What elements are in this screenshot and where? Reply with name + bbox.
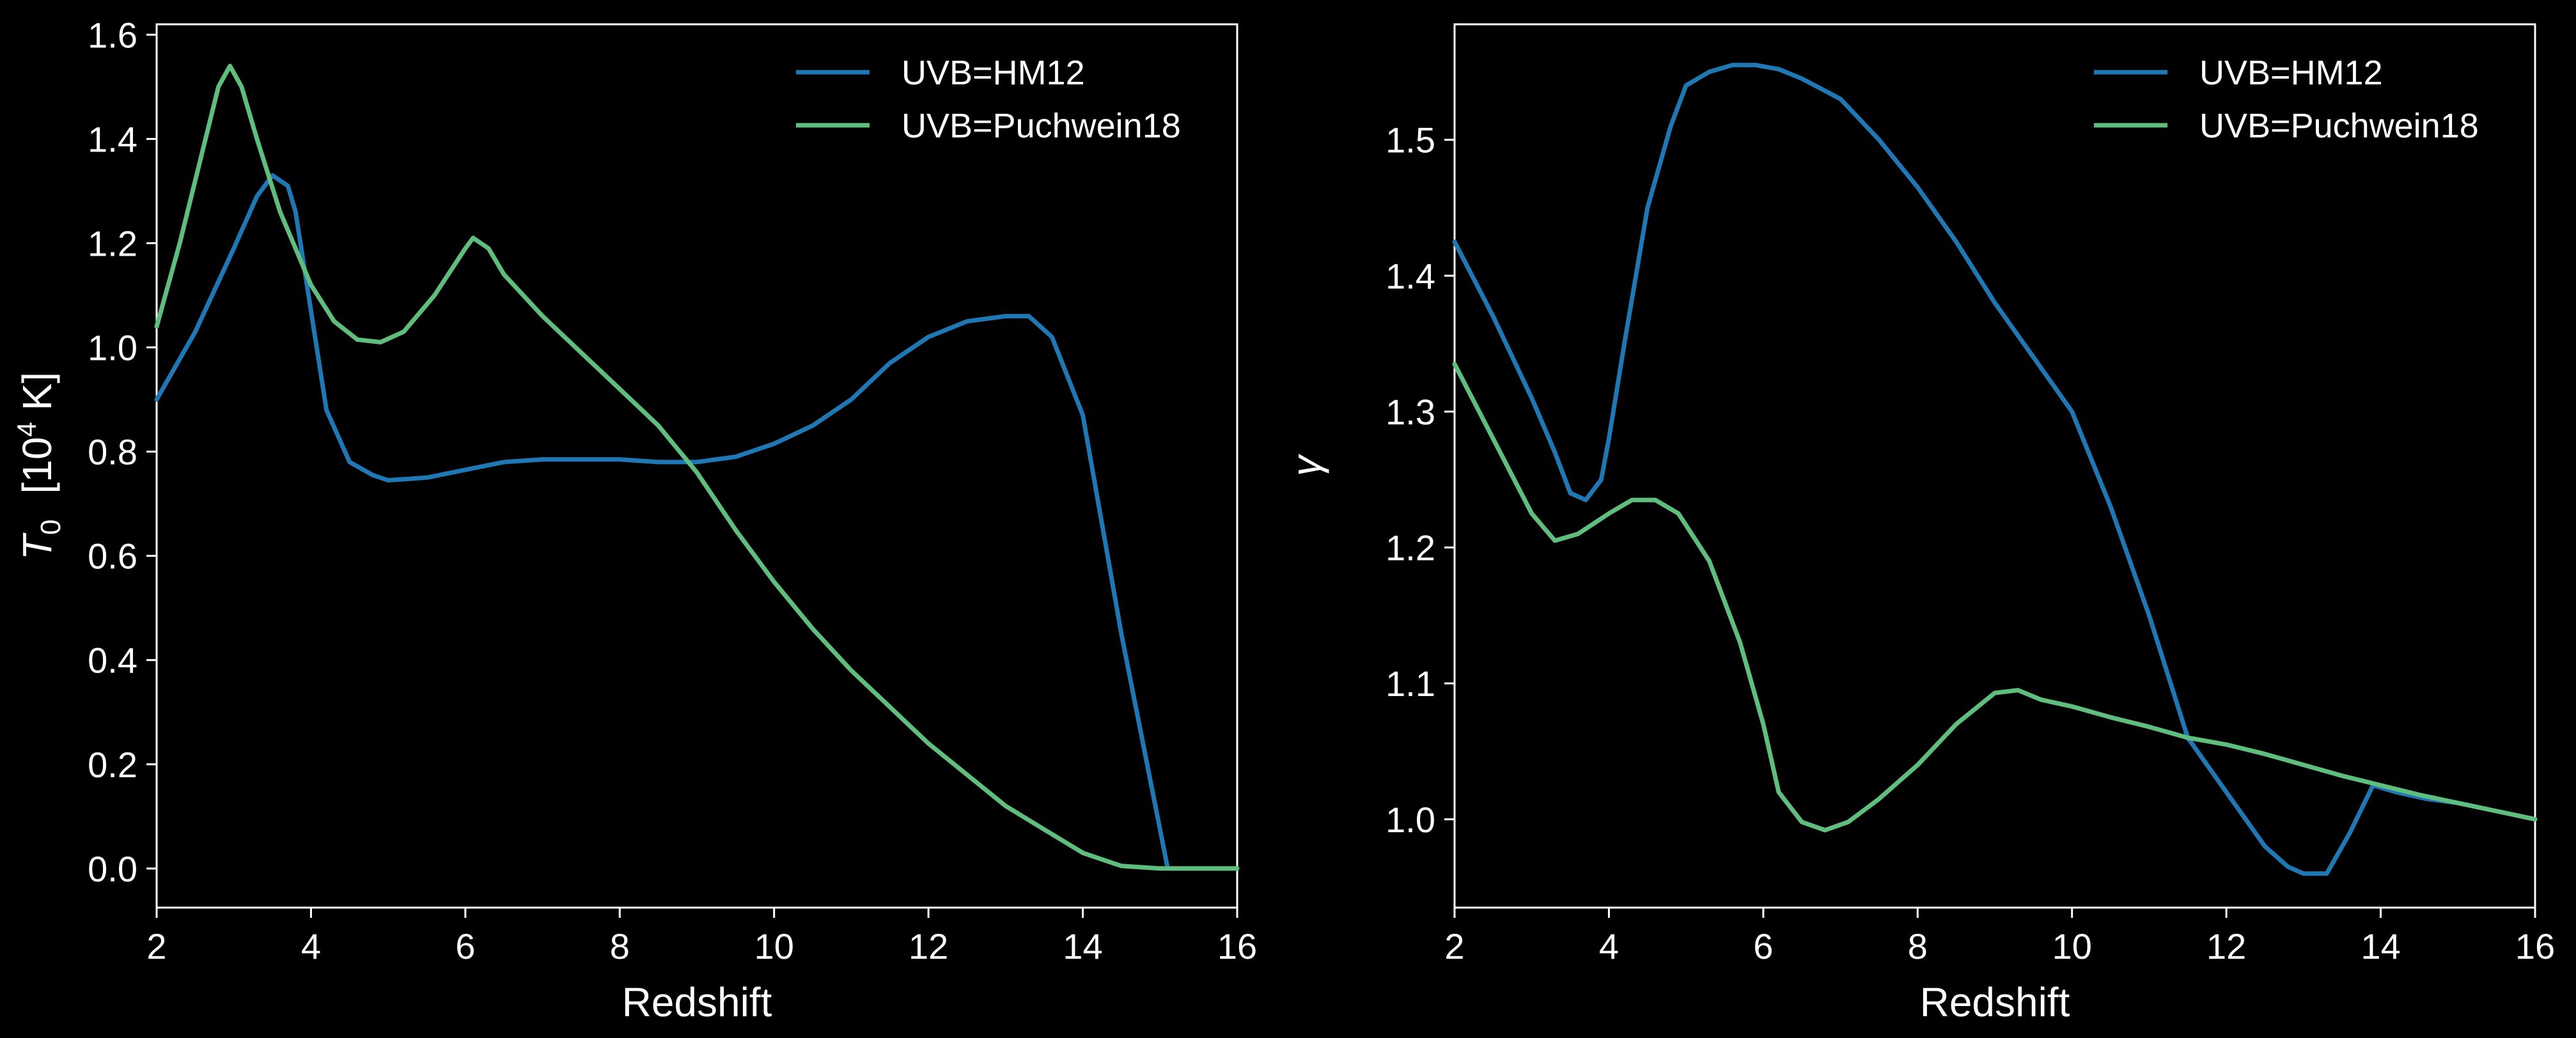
y-tick-label: 0.8 <box>88 432 137 472</box>
legend-label-puchwein18: UVB=Puchwein18 <box>902 107 1181 145</box>
x-tick-label: 12 <box>909 926 948 966</box>
x-tick-label: 14 <box>1063 926 1102 966</box>
plot-frame <box>1453 23 2536 909</box>
x-tick-label: 16 <box>1217 926 1257 966</box>
y-tick-label: 1.5 <box>1386 120 1435 160</box>
x-axis-label: Redshift <box>1920 979 2070 1025</box>
y-axis-label: γ <box>1283 453 1329 476</box>
y-label-symbol: T <box>14 532 60 560</box>
y-tick-label: 1.2 <box>1386 528 1435 568</box>
x-tick-label: 6 <box>455 926 475 966</box>
x-ticks: 2 4 6 8 10 12 14 16 <box>1444 908 2555 966</box>
x-tick-label: 6 <box>1753 926 1773 966</box>
x-tick-label: 2 <box>1444 926 1464 966</box>
legend-label-hm12: UVB=HM12 <box>902 54 1085 92</box>
x-tick-label: 4 <box>1599 926 1619 966</box>
y-ticks: 1.0 1.1 1.2 1.3 1.4 1.5 <box>1386 120 1455 840</box>
legend: UVB=HM12 UVB=Puchwein18 <box>796 54 1181 145</box>
x-tick-label: 12 <box>2206 926 2246 966</box>
y-tick-label: 0.0 <box>88 849 137 889</box>
y-tick-label: 0.4 <box>88 640 137 681</box>
y-tick-label: 1.1 <box>1386 663 1435 704</box>
y-label-subscript: 0 <box>35 520 66 535</box>
x-tick-label: 2 <box>146 926 166 966</box>
y-label-unit-open: [10 <box>14 437 60 494</box>
legend-label-puchwein18: UVB=Puchwein18 <box>2199 107 2479 145</box>
plot-frame <box>155 23 1238 909</box>
x-tick-label: 16 <box>2515 926 2555 966</box>
x-tick-label: 8 <box>610 926 630 966</box>
series-line-puchwein18 <box>154 63 1240 871</box>
series-layer <box>1452 63 2538 876</box>
y-tick-label: 1.0 <box>88 328 137 368</box>
x-tick-label: 10 <box>2052 926 2092 966</box>
x-ticks: 2 4 6 8 10 12 14 16 <box>146 908 1257 966</box>
x-tick-label: 8 <box>1908 926 1928 966</box>
y-tick-label: 0.6 <box>88 536 137 577</box>
y-tick-label: 1.2 <box>88 223 137 263</box>
y-label-unit-exponent: 4 <box>12 422 42 437</box>
y-label-symbol: γ <box>1283 453 1329 476</box>
y-label-unit-close: K] <box>14 372 60 422</box>
panel-t0: 2 4 6 8 10 12 14 16 0.0 0.2 0.4 0.6 0.8 1.0 1.2 1.4 1.6… <box>12 15 1257 1025</box>
y-tick-label: 1.4 <box>88 119 137 159</box>
y-axis-label: T0 [104 K] <box>12 372 66 560</box>
legend-label-hm12: UVB=HM12 <box>2199 54 2383 92</box>
y-tick-label: 1.0 <box>1386 800 1435 840</box>
series-line-hm12 <box>1452 63 2538 876</box>
y-tick-label: 1.3 <box>1386 392 1435 432</box>
x-tick-label: 10 <box>754 926 794 966</box>
y-ticks: 0.0 0.2 0.4 0.6 0.8 1.0 1.2 1.4 1.6 <box>88 15 157 889</box>
series-line-puchwein18 <box>1452 362 2538 833</box>
y-tick-label: 1.4 <box>1386 256 1435 296</box>
y-tick-label: 0.2 <box>88 745 137 785</box>
series-line-hm12 <box>154 173 1240 871</box>
series-layer <box>154 63 1240 871</box>
panel-gamma: 2 4 6 8 10 12 14 16 1.0 1.1 1.2 1.3 1.4 1.5 Redshift… <box>1283 23 2555 1025</box>
x-axis-label: Redshift <box>622 979 772 1025</box>
legend: UVB=HM12 UVB=Puchwein18 <box>2094 54 2479 145</box>
x-tick-label: 4 <box>301 926 321 966</box>
x-tick-label: 14 <box>2361 926 2400 966</box>
y-tick-label: 1.6 <box>88 15 137 55</box>
